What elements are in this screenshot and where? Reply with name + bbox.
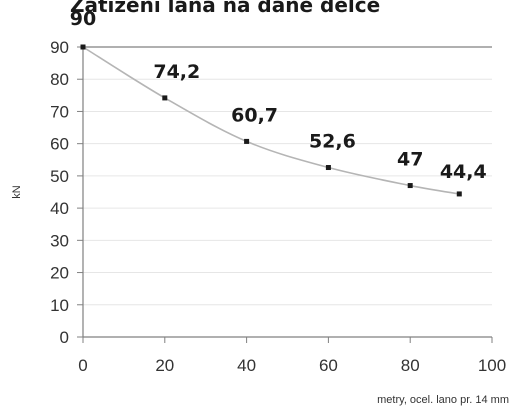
- x-tick-label: 80: [401, 356, 420, 375]
- data-point: [162, 95, 168, 101]
- x-axis-label: metry, ocel. lano pr. 14 mm: [377, 394, 509, 406]
- data-label: 74,2: [153, 61, 200, 83]
- y-tick-label: 80: [50, 70, 69, 89]
- x-tick-label: 100: [478, 356, 506, 375]
- data-point: [407, 183, 413, 189]
- axes: [77, 46, 493, 343]
- y-tick-label: 20: [50, 264, 69, 283]
- data-point: [80, 44, 86, 50]
- x-tick-label: 20: [155, 356, 174, 375]
- y-tick-label: 70: [50, 102, 69, 121]
- y-tick-label: 60: [50, 135, 69, 154]
- data-points: [80, 44, 462, 197]
- data-label: 44,4: [440, 161, 487, 183]
- chart-title: Zatížení lana na dané délce: [70, 0, 380, 17]
- y-tick-label: 40: [50, 199, 69, 218]
- y-tick-label: 10: [50, 296, 69, 315]
- y-tick-label: 0: [60, 328, 69, 347]
- data-point: [456, 191, 462, 197]
- data-point: [244, 138, 250, 144]
- x-tick-label: 0: [78, 356, 87, 375]
- tick-labels: 0 10 20 30 40 50 60 70 80 90 0 20 40 60 80 100: [50, 38, 506, 375]
- grid-lines: [83, 46, 492, 306]
- y-tick-label: 30: [50, 231, 69, 250]
- data-point: [325, 165, 331, 171]
- data-label: 47: [397, 149, 423, 171]
- data-label: 90: [70, 8, 96, 30]
- y-axis-label: kN: [11, 185, 23, 199]
- data-label: 52,6: [309, 131, 356, 153]
- x-tick-label: 60: [319, 356, 338, 375]
- data-labels: 90 74,2 60,7 52,6 47 44,4: [70, 8, 487, 183]
- x-tick-label: 40: [237, 356, 256, 375]
- y-tick-label: 50: [50, 167, 69, 186]
- data-label: 60,7: [231, 104, 278, 126]
- y-tick-label: 90: [50, 38, 69, 57]
